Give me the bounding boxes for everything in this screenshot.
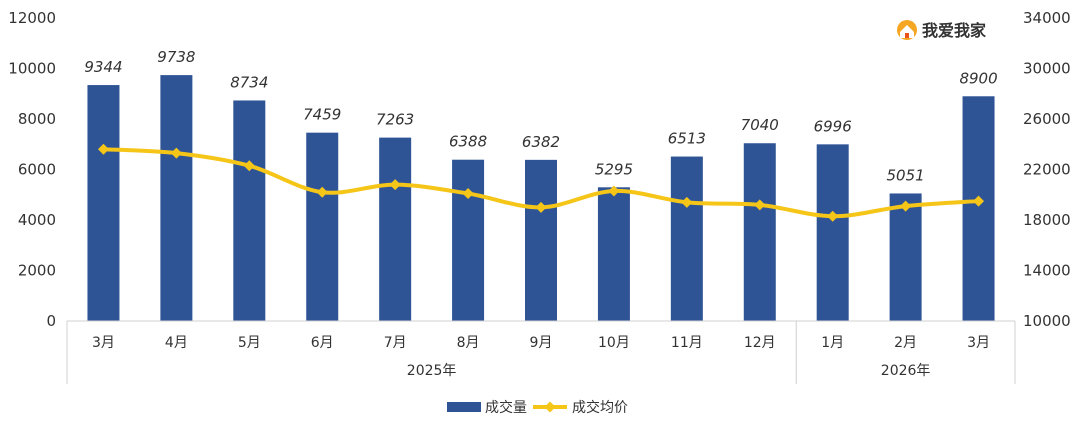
bar (889, 193, 922, 321)
bar (816, 144, 849, 321)
bar (962, 96, 995, 322)
line-point (97, 143, 109, 155)
line-point (170, 147, 182, 159)
y-right-tick-label: 14000 (1023, 262, 1071, 280)
x-tick-label: 1月 (821, 335, 844, 351)
brand-name: 我爱我家 (922, 21, 987, 40)
bar (160, 75, 193, 321)
x-tick-label: 3月 (967, 335, 990, 351)
line-point (535, 201, 547, 213)
legend: 成交量 成交均价 (447, 399, 628, 416)
line-point (754, 199, 766, 211)
x-axis: 3月 4月 5月 6月 7月 8月 9月 10月 11月 12月 1月 2月 3月 2025年 2026年 (66, 320, 1016, 384)
bar-data-label: 8734 (230, 73, 268, 91)
x-tick-label: 6月 (311, 335, 334, 351)
bar-series (87, 75, 995, 322)
x-tick-label: 7月 (384, 335, 407, 351)
left-axis: 0 2000 4000 6000 8000 10000 12000 (8, 9, 56, 330)
y-right-tick-label: 18000 (1023, 211, 1071, 229)
line-point (462, 187, 474, 199)
legend-swatch-bar (447, 402, 481, 412)
legend-swatch-marker (544, 401, 556, 413)
line-point (681, 196, 693, 208)
x-tick-label: 3月 (92, 335, 115, 351)
house-logo-icon (897, 20, 917, 40)
bar-data-label: 9738 (157, 48, 195, 66)
x-group-label: 2025年 (407, 363, 457, 379)
x-tick-label: 9月 (530, 335, 553, 351)
bar (743, 143, 776, 321)
brand-logo: 我爱我家 (897, 20, 987, 40)
bar (525, 159, 557, 321)
x-tick-label: 10月 (598, 335, 630, 351)
y-left-tick-label: 2000 (18, 262, 56, 280)
y-left-tick-label: 0 (46, 312, 56, 330)
y-left-tick-label: 6000 (18, 161, 56, 179)
y-left-tick-label: 10000 (8, 60, 56, 78)
bar (597, 187, 630, 321)
bar (670, 156, 703, 321)
y-right-tick-label: 30000 (1023, 60, 1071, 78)
bar-data-label: 7040 (741, 116, 779, 134)
x-tick-label: 5月 (238, 335, 261, 351)
x-tick-label: 8月 (457, 335, 480, 351)
bar-data-labels: 9344 9738 8734 7459 7263 6388 6382 5295 6513 7040… (84, 48, 997, 184)
line-point (973, 195, 985, 207)
bar-data-label: 6388 (449, 133, 487, 151)
line-point (316, 186, 328, 198)
y-right-tick-label: 10000 (1023, 312, 1071, 330)
bar-data-label: 6382 (522, 133, 560, 151)
bar-data-label: 6996 (814, 117, 852, 135)
line-point (608, 185, 620, 197)
x-tick-label: 12月 (744, 335, 776, 351)
legend-label: 成交量 (485, 399, 527, 416)
bar (452, 159, 485, 321)
bar (306, 132, 339, 321)
y-right-tick-label: 26000 (1023, 110, 1071, 128)
y-right-tick-label: 34000 (1023, 9, 1071, 27)
line-point (827, 210, 839, 222)
line-series (97, 143, 985, 222)
bar-data-label: 8900 (959, 69, 997, 87)
bar-data-label: 7459 (303, 106, 341, 124)
x-tick-label: 4月 (165, 335, 188, 351)
bar (379, 137, 412, 321)
y-left-tick-label: 4000 (18, 211, 56, 229)
line-point (900, 200, 912, 212)
bar (233, 100, 266, 322)
bar-data-label: 9344 (84, 58, 122, 76)
right-axis: 10000 14000 18000 22000 26000 30000 34000 (1023, 9, 1071, 330)
x-tick-label: 11月 (671, 335, 703, 351)
x-tick-label: 2月 (894, 335, 917, 351)
bar-data-label: 5295 (595, 160, 633, 178)
bar-data-label: 6513 (668, 130, 706, 148)
line-point (389, 179, 401, 191)
bar-data-label: 7263 (376, 111, 414, 129)
y-left-tick-label: 8000 (18, 110, 56, 128)
bar-data-label: 5051 (887, 166, 925, 184)
line-point (243, 160, 255, 172)
y-left-tick-label: 12000 (8, 9, 56, 27)
x-group-label: 2026年 (881, 363, 931, 379)
bar (87, 85, 120, 322)
y-right-tick-label: 22000 (1023, 161, 1071, 179)
legend-label: 成交均价 (572, 399, 628, 416)
